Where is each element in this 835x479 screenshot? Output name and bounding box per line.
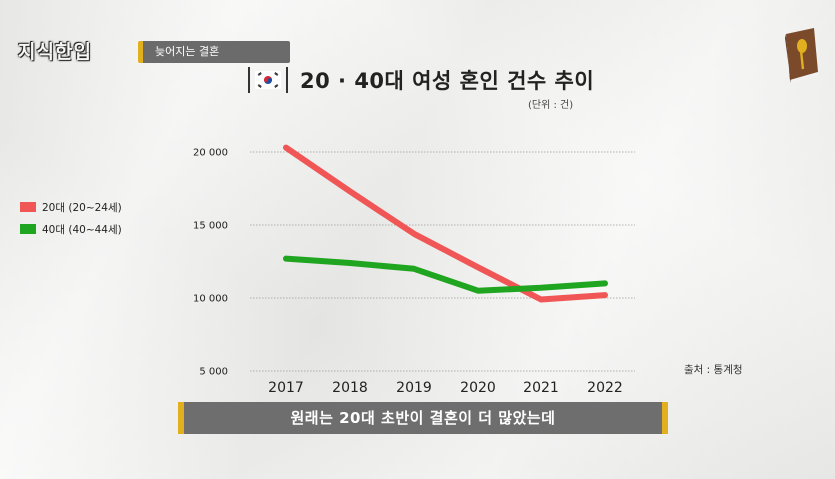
legend-label-20s: 20대 (20~24세) [42, 201, 122, 214]
x-tick-label: 2018 [332, 380, 368, 396]
legend-item-40s: 40대 (40~44세) [20, 218, 122, 240]
source-note: 출처 : 통계청 [684, 364, 743, 376]
y-tick-label: 15 000 [193, 221, 228, 232]
korea-flag-icon [248, 67, 288, 93]
y-tick-label: 5 000 [199, 367, 228, 378]
unit-label: (단위 : 건) [528, 100, 574, 111]
y-tick-label: 20 000 [193, 148, 228, 159]
x-tick-label: 2022 [587, 380, 623, 396]
y-tick-label: 10 000 [193, 294, 228, 305]
x-tick-label: 2021 [523, 380, 559, 396]
x-tick-label: 2020 [460, 380, 496, 396]
legend-item-20s: 20대 (20~24세) [20, 196, 122, 218]
chart-title-row: 20 · 40대 여성 혼인 건수 추이 [248, 64, 594, 96]
subtitle-caption: 원래는 20대 초반이 결혼이 더 많았는데 [178, 402, 668, 434]
x-tick-label: 2017 [268, 380, 304, 396]
legend-swatch-20s [20, 202, 36, 212]
channel-logo: 지식한입 [18, 41, 92, 63]
legend-label-40s: 40대 (40~44세) [42, 223, 122, 236]
chart-title: 20 · 40대 여성 혼인 건수 추이 [300, 69, 595, 93]
series-line-40s [283, 255, 608, 294]
x-tick-label: 2019 [396, 380, 432, 396]
chart-legend: 20대 (20~24세) 40대 (40~44세) [20, 196, 122, 240]
legend-swatch-40s [20, 224, 36, 234]
book-with-spoon-icon [785, 28, 818, 83]
series-line-20s [283, 144, 608, 303]
topic-label: 늦어지는 결혼 [138, 41, 290, 63]
